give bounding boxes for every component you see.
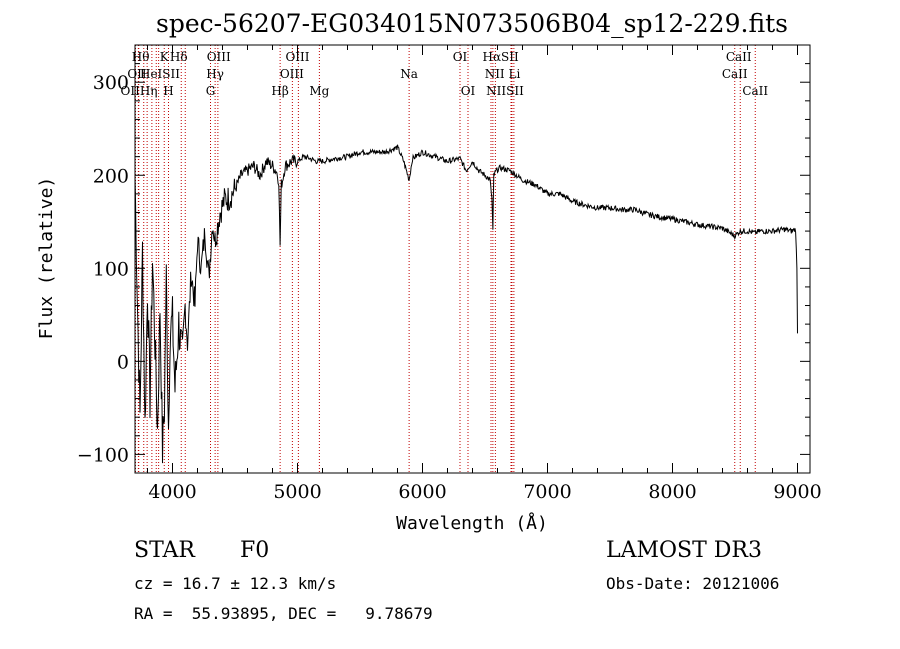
line-label: H (163, 84, 173, 98)
y-tick-label: 200 (93, 165, 129, 187)
spectral-line-markers (135, 45, 756, 473)
line-label: Mg (309, 84, 329, 98)
line-label: Hθ (132, 50, 150, 64)
line-label: Hγ (206, 67, 224, 81)
y-axis-label: Flux (relative) (36, 177, 57, 340)
line-label: OI (461, 84, 476, 98)
line-label: OIII (285, 50, 309, 64)
line-label: NIISII (486, 84, 524, 98)
y-tick-label: 300 (93, 72, 129, 94)
line-label: CaII (726, 50, 752, 64)
y-tick-label: 0 (117, 351, 129, 373)
spectrum-line (134, 144, 798, 464)
y-tick-label: 100 (93, 258, 129, 280)
line-label: OI (453, 50, 468, 64)
line-label: HαSII (482, 50, 519, 64)
x-tick-label: 9000 (773, 481, 821, 503)
x-tick-label: 5000 (273, 481, 321, 503)
object-subclass: F0 (240, 538, 270, 563)
line-label: OIIHη (121, 84, 158, 98)
line-label: OIII (207, 50, 231, 64)
x-tick-label: 6000 (398, 481, 446, 503)
x-tick-label: 7000 (523, 481, 571, 503)
line-label: CaII (722, 67, 748, 81)
line-label: Hβ (271, 84, 288, 98)
y-tick-label: −100 (77, 444, 129, 466)
line-label: G (206, 84, 216, 98)
line-label: Hδ (170, 50, 188, 64)
line-label: HeISII (140, 67, 180, 81)
plot-frame (134, 44, 811, 474)
axis-ticks: 4000 5000 6000 7000 8000 9000 −100 0 100 200 300 (77, 44, 822, 503)
object-class: STAR (134, 538, 195, 563)
chart-title: spec-56207-EG034015N073506B04_sp12-229.f… (156, 9, 788, 38)
line-label: K (160, 50, 170, 64)
line-label: NII Li (485, 67, 521, 81)
redshift-readout: cz = 16.7 ± 12.3 km/s (134, 574, 337, 593)
line-label: OII (127, 67, 147, 81)
x-tick-label: 4000 (148, 481, 196, 503)
x-axis-label: Wavelength (Å) (396, 512, 548, 534)
x-tick-label: 8000 (648, 481, 696, 503)
line-label: CaII (742, 84, 768, 98)
line-label: OIII (280, 67, 304, 81)
obs-date: Obs-Date: 20121006 (606, 574, 780, 593)
survey-name: LAMOST DR3 (606, 538, 762, 563)
coordinates-readout: RA = 55.93895, DEC = 9.78679 (134, 604, 433, 623)
line-label: Na (400, 67, 418, 81)
